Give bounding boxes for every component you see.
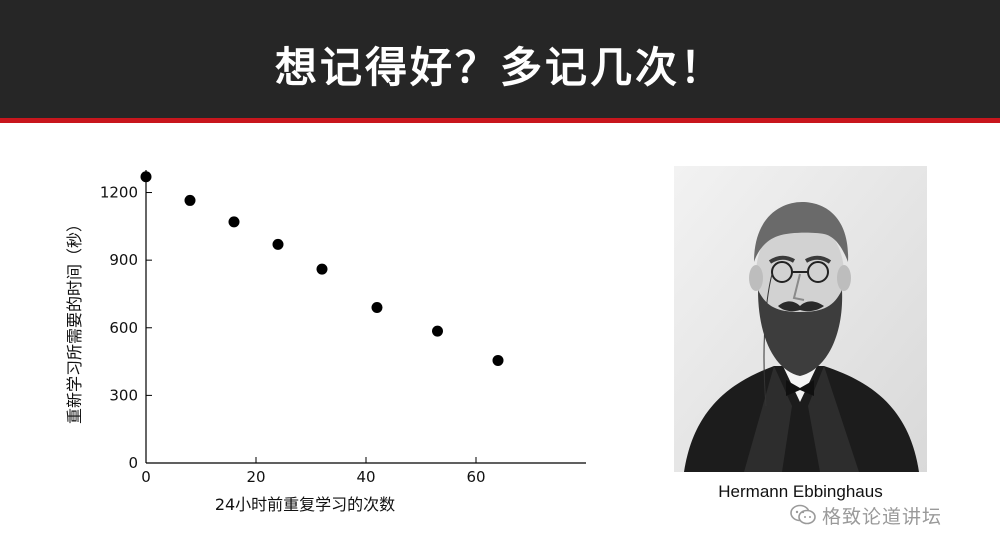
- data-point: [184, 194, 196, 206]
- chart-labels: 0 20 40 600300600900120024小时前重复学习的次数重新学习所需要…: [65, 184, 486, 514]
- x-tick-label: 0: [141, 468, 151, 486]
- ebbinghaus-portrait: [674, 166, 927, 472]
- chart-points: [140, 171, 504, 366]
- header-accent-line: [0, 118, 1000, 123]
- x-axis-label: 24小时前重复学习的次数: [215, 495, 395, 514]
- data-point: [316, 263, 328, 275]
- data-point: [492, 354, 504, 366]
- data-point: [272, 238, 284, 250]
- scatter-chart: 0 20 40 600300600900120024小时前重复学习的次数重新学习所需要…: [65, 170, 586, 514]
- x-tick-label: 40: [356, 468, 375, 486]
- x-tick-label: 60: [466, 468, 485, 486]
- y-tick-label: 300: [109, 386, 138, 404]
- header-bar: [0, 0, 1000, 118]
- chart-axes: [145, 170, 586, 464]
- x-tick-label: 20: [246, 468, 265, 486]
- y-tick-label: 1200: [100, 184, 138, 202]
- y-tick-label: 600: [109, 319, 138, 337]
- y-tick-label: 0: [128, 454, 138, 472]
- y-tick-label: 900: [109, 251, 138, 269]
- data-point: [140, 171, 152, 183]
- watermark-text: 格致论道讲坛: [822, 505, 943, 528]
- page-title: 想记得好？多记几次！: [274, 43, 725, 92]
- data-point: [432, 325, 443, 337]
- portrait-caption: Hermann Ebbinghaus: [718, 482, 883, 501]
- wechat-icon: [790, 504, 816, 525]
- watermark: 格致论道讲坛: [790, 503, 943, 528]
- y-axis-label: 重新学习所需要的时间（秒）: [65, 216, 84, 424]
- data-point: [228, 216, 240, 228]
- data-point: [371, 301, 383, 313]
